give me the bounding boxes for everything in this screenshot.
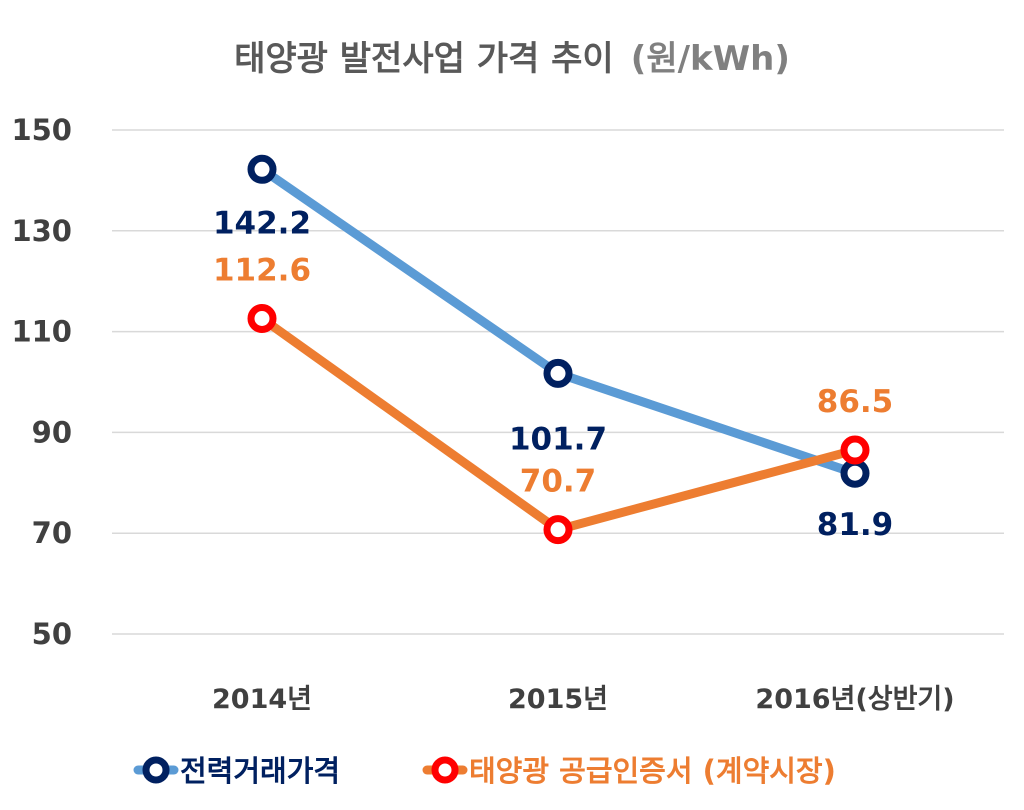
- legend-marker: [142, 756, 170, 784]
- y-axis-ticks: 150 130 110 90 70 50: [11, 113, 72, 651]
- data-label: 101.7: [509, 421, 607, 457]
- data-point: [247, 303, 277, 333]
- y-tick-label: 110: [11, 315, 72, 349]
- chart-title-main: 태양광 발전사업 가격 추이: [234, 39, 614, 79]
- legend-marker: [431, 756, 459, 784]
- chart-title: 태양광 발전사업 가격 추이 (원/kWh): [234, 39, 790, 79]
- data-point: [543, 515, 573, 545]
- y-tick-label: 150: [11, 113, 72, 147]
- data-point: [840, 458, 870, 488]
- legend-label: 전력거래가격: [180, 754, 340, 788]
- x-tick-label: 2016년(상반기): [755, 684, 954, 715]
- data-label: 142.2: [213, 205, 311, 241]
- x-tick-label: 2014년: [212, 684, 312, 715]
- data-point: [840, 435, 870, 465]
- y-tick-label: 50: [32, 617, 72, 651]
- data-label: 112.6: [213, 252, 311, 288]
- y-tick-label: 70: [32, 516, 72, 550]
- data-point: [543, 358, 573, 388]
- legend: 전력거래가격 태양광 공급인증서 (계약시장): [133, 754, 836, 788]
- y-tick-label: 130: [11, 214, 72, 248]
- x-tick-label: 2015년: [508, 684, 608, 715]
- series-markers: [247, 154, 870, 545]
- chart-title-unit: (원/kWh): [631, 39, 790, 79]
- y-tick-label: 90: [32, 415, 72, 449]
- x-axis-ticks: 2014년 2015년 2016년(상반기): [212, 684, 955, 715]
- data-label: 81.9: [817, 507, 894, 543]
- data-label: 86.5: [817, 384, 894, 420]
- data-label: 70.7: [520, 464, 597, 500]
- legend-label: 태양광 공급인증서 (계약시장): [469, 754, 836, 788]
- data-labels: 142.2 101.7 81.9 112.6 70.7 86.5: [213, 205, 893, 543]
- data-point: [247, 154, 277, 184]
